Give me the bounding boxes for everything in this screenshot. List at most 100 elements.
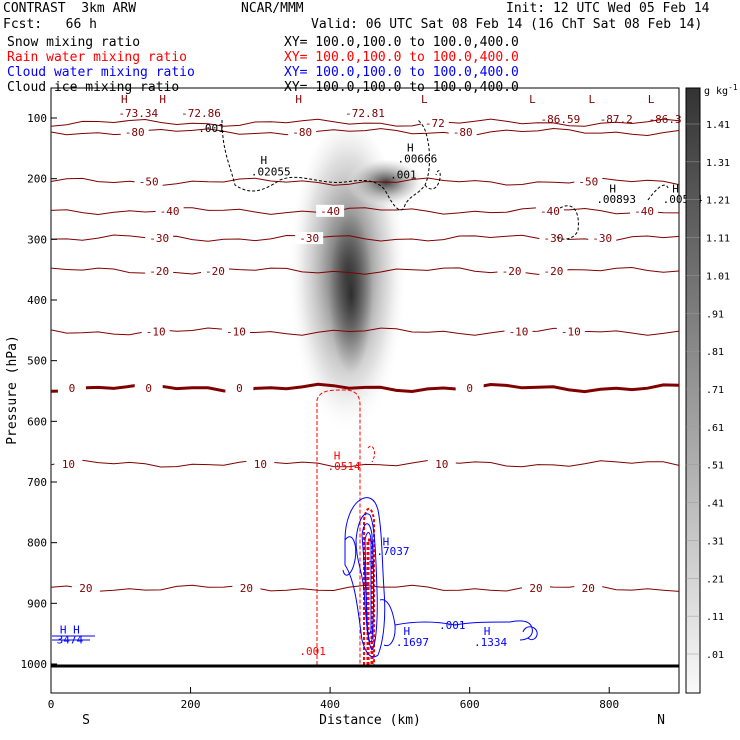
x-tick-label: 800 — [599, 698, 619, 711]
header-title: CONTRAST 3km ARW — [3, 1, 137, 16]
temperature-contour-label: -10 — [226, 326, 246, 339]
temperature-contour-label: 10 — [435, 458, 448, 471]
y-tick-label: 1000 — [21, 658, 48, 671]
temperature-label-bg — [448, 125, 477, 138]
rain-contour — [363, 507, 375, 665]
x-end-label-right: N — [657, 713, 665, 728]
x-tick-label: 0 — [48, 698, 55, 711]
rain-contour — [367, 445, 375, 463]
x-tick-label: 600 — [460, 698, 480, 711]
extremum-label: -87.2 — [600, 113, 633, 126]
temperature-contour — [50, 127, 680, 137]
cloud-water-contour — [364, 532, 372, 635]
temperature-contour-label: 20 — [79, 582, 92, 595]
colorbar-unit-text: g kg — [704, 86, 728, 97]
temperature-contour — [50, 118, 680, 127]
colorbar-label: 1.11 — [706, 234, 730, 245]
top-labels: H H H L L L L -73.34 -72.86 -72.81 -86.59 -87.2 -86.… — [118, 93, 681, 126]
field-label-cloud-water: Cloud water mixing ratio — [7, 65, 195, 80]
temperature-label-bg — [246, 457, 275, 470]
temperature-contour-label: -72 — [425, 117, 445, 130]
temperature-label-bg — [630, 204, 659, 217]
y-tick-label: 900 — [27, 597, 47, 610]
temperature-label-bg — [539, 232, 568, 245]
temperature-contour-label: 20 — [529, 582, 542, 595]
temperature-label-bg — [316, 204, 345, 217]
temperature-contour-label: 0 — [466, 382, 473, 395]
extremum-label: H — [159, 93, 166, 106]
x-tick-label: 400 — [320, 698, 340, 711]
cloud-ice-label: .001 — [198, 122, 225, 135]
cloud-water-contour — [342, 536, 357, 576]
y-tick-label: 300 — [27, 233, 47, 246]
field-xy-rain: XY= 100.0,100.0 to 100.0,400.0 — [284, 50, 519, 65]
y-axis: 100 200 300 400 500 600 700 800 900 1000 — [21, 112, 57, 671]
temperature-label-bg — [420, 116, 449, 129]
colorbar-label: .11 — [706, 612, 724, 623]
temperature-contour-label: 0 — [69, 382, 76, 395]
temperature-label-bg — [221, 325, 250, 338]
extremum-label: -73.34 — [118, 107, 158, 120]
temperature-contour-label: -80 — [125, 126, 145, 139]
temperature-contour-label: 0 — [236, 382, 243, 395]
cloud-water-contour — [522, 626, 538, 641]
y-tick-label: 600 — [27, 415, 47, 428]
temperature-contour-label: -10 — [509, 326, 529, 339]
rain-label: .001 — [299, 645, 326, 658]
colorbar-label: 1.01 — [706, 271, 730, 282]
temperature-contour-label: -30 — [543, 232, 563, 245]
temperature-contour-label: 10 — [254, 458, 267, 471]
cloud-ice-contours — [221, 119, 669, 240]
temperature-contour-label: 20 — [582, 582, 595, 595]
colorbar-label: .41 — [706, 499, 724, 510]
temperature-label-bg — [134, 381, 163, 394]
temperature-label-bg — [120, 125, 149, 138]
rain-contour — [366, 538, 374, 665]
temperature-contour-label: 0 — [145, 382, 152, 395]
colorbar-label: .81 — [706, 347, 724, 358]
y-tick-label: 200 — [27, 173, 47, 186]
colorbar-labels: 1.41 1.31 1.21 1.11 1.01 .91 .81 .71 .61 .51 .41 .3… — [686, 120, 730, 661]
extremum-label: H — [121, 93, 128, 106]
extremum-label: L — [421, 93, 428, 106]
temperature-label-bg — [145, 232, 174, 245]
cloud-water-label: H — [383, 536, 390, 549]
temperature-label-bg — [521, 582, 550, 595]
cloud-ice-label: .00893 — [596, 193, 636, 206]
cloud-water-contour — [394, 620, 533, 641]
cloud-water-label: H — [404, 625, 411, 638]
cloud-water-label: .001 — [439, 619, 466, 632]
field-xy-cloud-water: XY= 100.0,100.0 to 100.0,400.0 — [284, 65, 519, 80]
extremum-label: -86.59 — [541, 113, 581, 126]
colorbar-label: .01 — [706, 650, 724, 661]
temperature-label-bg — [141, 325, 170, 338]
colorbar-label: .61 — [706, 423, 724, 434]
cloud-ice-label: H — [261, 154, 268, 167]
cloud-ice-contour — [221, 119, 430, 211]
temperature-contour-label: -50 — [139, 176, 159, 189]
cloud-water-label: H H — [60, 624, 80, 637]
colorbar-label: .21 — [706, 574, 724, 585]
extremum-label: L — [529, 93, 536, 106]
colorbar-label: .51 — [706, 461, 724, 472]
temperature-contour-label: -40 — [320, 205, 340, 218]
x-end-label-left: S — [82, 713, 90, 728]
temperature-contour-label: -40 — [634, 205, 654, 218]
temperature-label-bg — [504, 325, 533, 338]
temperature-contour-label: -50 — [578, 176, 598, 189]
temperature-label-bg — [145, 264, 174, 277]
center-label: NCAR/MMM — [241, 1, 304, 16]
x-tick-label: 200 — [181, 698, 201, 711]
temperature-label-bg — [556, 325, 585, 338]
temperature-contour-label: -20 — [205, 265, 225, 278]
temperature-label-bg — [539, 264, 568, 277]
temperature-contour-label: -20 — [149, 265, 169, 278]
temperature-contour-label: -40 — [160, 205, 180, 218]
extremum-label: -86.3 — [648, 113, 681, 126]
y-tick-label: 100 — [27, 112, 47, 125]
field-label-snow: Snow mixing ratio — [7, 35, 141, 50]
cloud-water-label: .1697 — [396, 636, 429, 649]
